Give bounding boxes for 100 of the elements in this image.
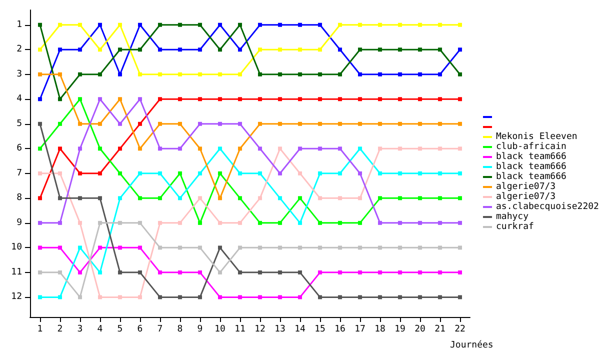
point xyxy=(38,72,42,76)
point xyxy=(218,22,222,27)
point xyxy=(358,270,362,274)
point xyxy=(458,171,462,176)
x-tick-label: 1 xyxy=(37,324,43,334)
point xyxy=(178,196,182,200)
point xyxy=(338,146,342,151)
point xyxy=(438,220,442,225)
point xyxy=(198,122,202,126)
point xyxy=(98,97,102,102)
point xyxy=(138,48,142,52)
legend-label: Mekonis Eleeven xyxy=(496,132,578,142)
x-tick-label: 16 xyxy=(334,324,346,334)
point xyxy=(238,171,242,176)
point xyxy=(78,48,82,52)
point xyxy=(278,146,282,151)
point xyxy=(38,196,42,200)
point xyxy=(338,196,342,200)
x-tick-label: 22 xyxy=(454,324,466,334)
point xyxy=(198,220,202,225)
x-tick-label: 17 xyxy=(354,324,366,334)
point xyxy=(58,22,62,27)
legend-label: black team666 xyxy=(496,162,566,172)
point xyxy=(318,295,322,300)
point xyxy=(338,246,342,250)
point xyxy=(458,146,462,151)
point xyxy=(358,246,362,250)
point xyxy=(158,220,162,225)
y-tick-label: 6 xyxy=(16,144,22,154)
y-tick-label: 11 xyxy=(11,267,22,278)
point xyxy=(338,122,342,126)
point xyxy=(278,48,282,52)
point xyxy=(278,295,282,300)
point xyxy=(178,270,182,274)
point xyxy=(278,97,282,102)
x-tick-label: 18 xyxy=(374,324,386,334)
point xyxy=(218,48,222,52)
point xyxy=(78,295,82,300)
point xyxy=(258,122,262,126)
point xyxy=(138,146,142,151)
point xyxy=(98,22,102,27)
point xyxy=(38,246,42,250)
x-tick-label: 13 xyxy=(274,324,286,334)
point xyxy=(178,246,182,250)
point xyxy=(198,196,202,200)
point xyxy=(378,72,382,76)
point xyxy=(358,295,362,300)
point xyxy=(218,196,222,200)
point xyxy=(378,48,382,52)
point xyxy=(398,97,402,102)
point xyxy=(398,146,402,151)
point xyxy=(198,146,202,151)
point xyxy=(358,72,362,76)
point xyxy=(98,246,102,250)
point xyxy=(318,220,322,225)
point xyxy=(278,196,282,200)
point xyxy=(458,72,462,76)
point xyxy=(378,246,382,250)
point xyxy=(298,246,302,250)
point xyxy=(318,72,322,76)
point xyxy=(398,122,402,126)
point xyxy=(118,295,122,300)
point xyxy=(358,146,362,151)
point xyxy=(198,97,202,102)
point xyxy=(118,171,122,176)
x-tick-label: 12 xyxy=(254,324,266,334)
point xyxy=(358,171,362,176)
point xyxy=(418,295,422,300)
point xyxy=(98,48,102,52)
point xyxy=(138,220,142,225)
point xyxy=(58,220,62,225)
point xyxy=(138,97,142,102)
point xyxy=(398,270,402,274)
point xyxy=(298,270,302,274)
point xyxy=(418,220,422,225)
x-tick-label: 9 xyxy=(197,324,203,334)
x-tick-label: 21 xyxy=(434,324,446,334)
point xyxy=(438,48,442,52)
point xyxy=(298,171,302,176)
point xyxy=(418,270,422,274)
point xyxy=(78,97,82,102)
y-tick-label: 7 xyxy=(16,168,22,178)
point xyxy=(338,295,342,300)
point xyxy=(118,196,122,200)
point xyxy=(438,295,442,300)
point xyxy=(38,97,42,102)
point xyxy=(218,295,222,300)
point xyxy=(458,97,462,102)
point xyxy=(378,270,382,274)
point xyxy=(98,295,102,300)
point xyxy=(318,246,322,250)
point xyxy=(378,97,382,102)
point xyxy=(438,196,442,200)
point xyxy=(298,22,302,27)
point xyxy=(238,220,242,225)
legend-label: club-africain xyxy=(496,142,566,152)
point xyxy=(178,220,182,225)
point xyxy=(398,171,402,176)
x-tick-label: 3 xyxy=(77,324,83,334)
point xyxy=(58,295,62,300)
